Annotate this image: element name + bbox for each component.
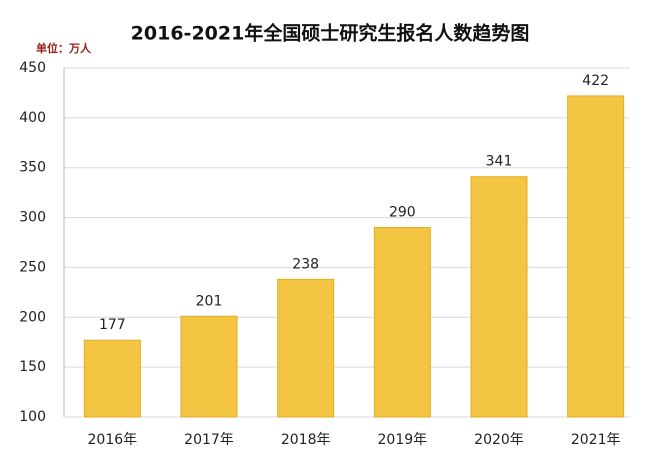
x-tick-label: 2020年 xyxy=(474,432,524,448)
bar xyxy=(277,278,335,418)
x-tick-label: 2016年 xyxy=(88,432,138,448)
value-label: 290 xyxy=(389,205,416,221)
bar xyxy=(567,95,625,418)
value-label: 177 xyxy=(99,317,126,333)
bar xyxy=(470,176,528,418)
value-label: 422 xyxy=(582,73,609,89)
bar xyxy=(83,339,141,418)
y-tick-label: 300 xyxy=(19,210,46,226)
x-tick-label: 2017年 xyxy=(184,432,234,448)
x-tick-label: 2021年 xyxy=(571,432,621,448)
value-label: 238 xyxy=(292,256,319,272)
y-tick-label: 350 xyxy=(19,160,46,176)
x-tick-label: 2018年 xyxy=(281,432,331,448)
y-tick-label: 150 xyxy=(19,359,46,375)
y-tick-label: 400 xyxy=(19,110,46,126)
unit-label: 单位：万人 xyxy=(36,41,92,55)
value-label: 341 xyxy=(486,154,513,170)
y-tick-label: 200 xyxy=(19,309,46,325)
bar xyxy=(180,315,238,418)
value-label: 201 xyxy=(196,293,223,309)
y-tick-label: 100 xyxy=(19,409,46,425)
x-tick-label: 2019年 xyxy=(378,432,428,448)
chart-title: 2016-2021年全国硕士研究生报名人数趋势图 xyxy=(131,22,530,45)
y-tick-label: 450 xyxy=(19,60,46,76)
bar xyxy=(373,227,431,418)
y-tick-label: 250 xyxy=(19,259,46,275)
